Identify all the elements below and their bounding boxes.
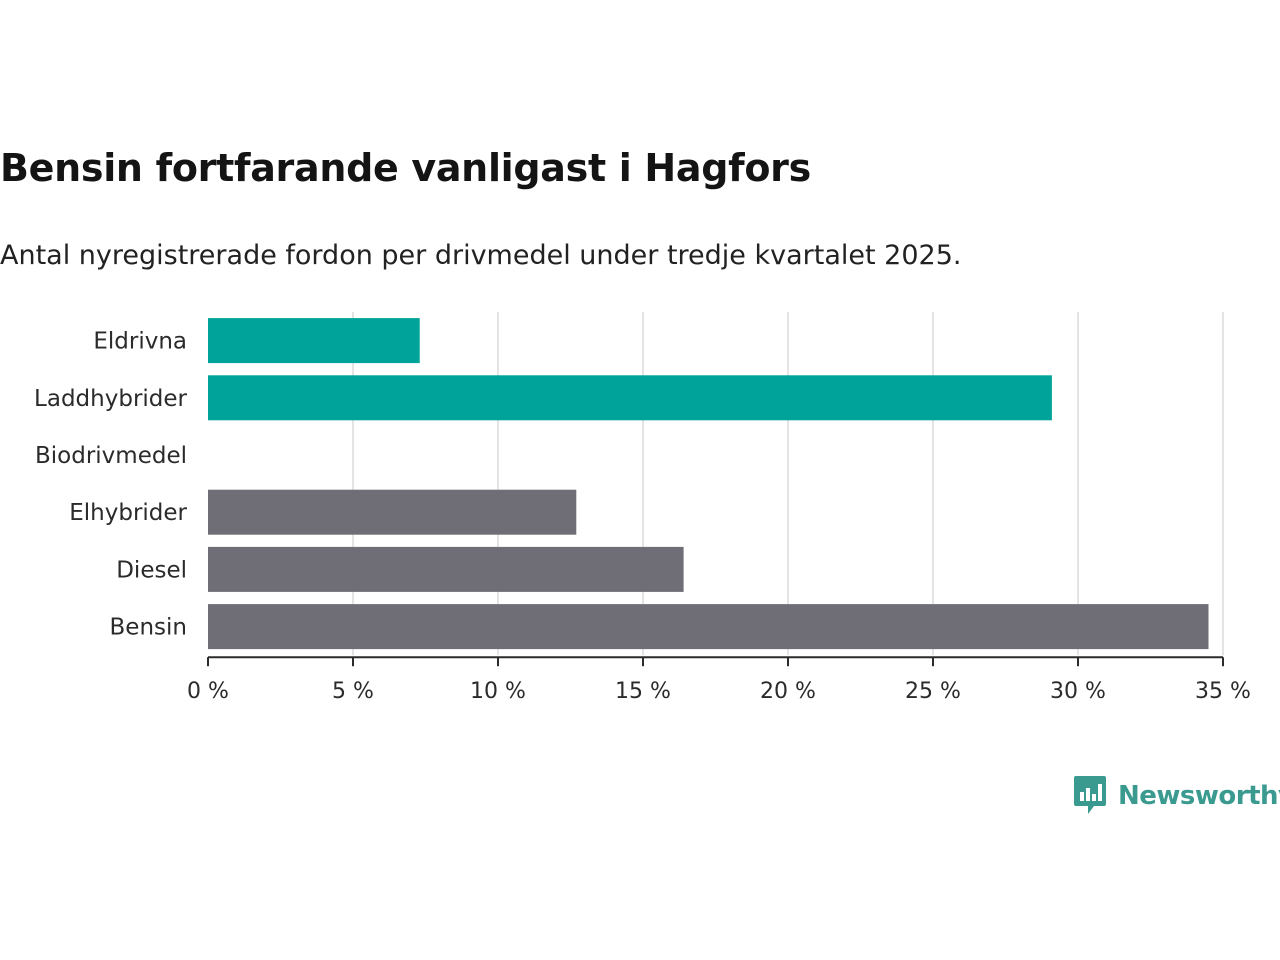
x-tick-label: 25 % (905, 679, 961, 704)
bar-laddhybrider (208, 375, 1052, 421)
x-tick-label: 5 % (332, 679, 374, 704)
category-label: Laddhybrider (34, 386, 187, 412)
bars (208, 318, 1209, 650)
bar-diesel (208, 546, 684, 592)
x-tick-label: 15 % (615, 679, 671, 704)
newsworthy-logo-icon (1074, 776, 1106, 814)
chart-subtitle: Antal nyregistrerade fordon per drivmede… (0, 240, 962, 271)
x-tick-label: 0 % (187, 679, 229, 704)
bar-bensin (208, 604, 1209, 650)
newsworthy-logo: Newsworthy (1072, 774, 1280, 818)
bar-eldrivna (208, 318, 420, 364)
x-tick-label: 35 % (1195, 679, 1251, 704)
gridlines (352, 312, 1224, 656)
brand-name: Newsworthy (1118, 781, 1280, 811)
category-label: Diesel (116, 557, 187, 583)
x-tick-label: 30 % (1050, 679, 1106, 704)
category-label: Bensin (110, 615, 187, 641)
category-label: Elhybrider (69, 500, 187, 526)
category-label: Eldrivna (93, 329, 187, 355)
x-tick-label: 10 % (470, 679, 526, 704)
bar-chart: Eldrivna Laddhybrider Biodrivmedel Elhybrid… (34, 312, 1251, 704)
x-axis: 0 % 5 % 10 % 15 % 20 % 25 % 30 % 35 % (187, 656, 1251, 704)
x-tick-label: 20 % (760, 679, 816, 704)
bar-elhybrider (208, 489, 577, 535)
chart-title: Bensin fortfarande vanligast i Hagfors (0, 146, 811, 190)
category-label: Biodrivmedel (35, 443, 187, 469)
category-labels: Eldrivna Laddhybrider Biodrivmedel Elhybrid… (34, 329, 187, 641)
